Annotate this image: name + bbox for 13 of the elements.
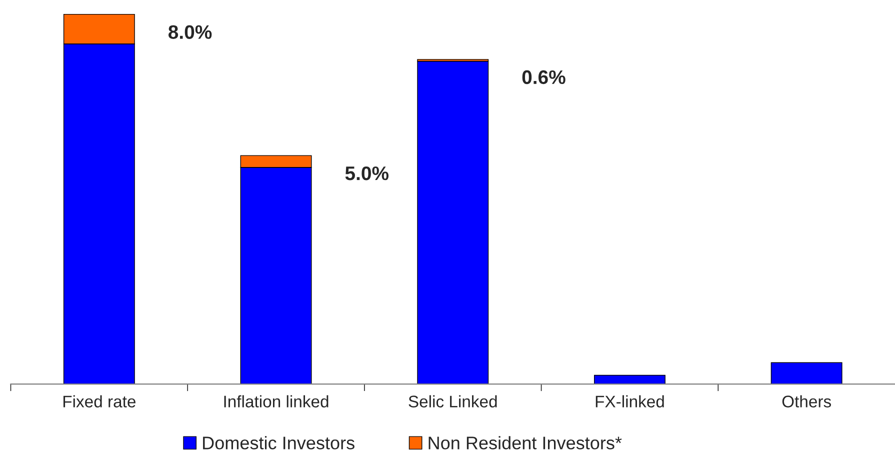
annotation: 0.6% [522, 70, 566, 84]
bar [770, 362, 842, 384]
legend-label: Non Resident Investors* [428, 436, 622, 450]
legend-label: Domestic Investors [203, 436, 354, 450]
x-tick-label: FX-linked [596, 395, 664, 408]
x-tick-label: Inflation linked [224, 395, 328, 408]
bar [594, 374, 666, 384]
x-tick-label: Others [782, 395, 831, 408]
x-tick-label: Selic Linked [408, 395, 497, 408]
bar [417, 60, 489, 384]
annotation: 8.0% [168, 25, 212, 39]
annotation: 5.0% [345, 166, 389, 180]
x-tick-label: Fixed rate [63, 395, 136, 408]
